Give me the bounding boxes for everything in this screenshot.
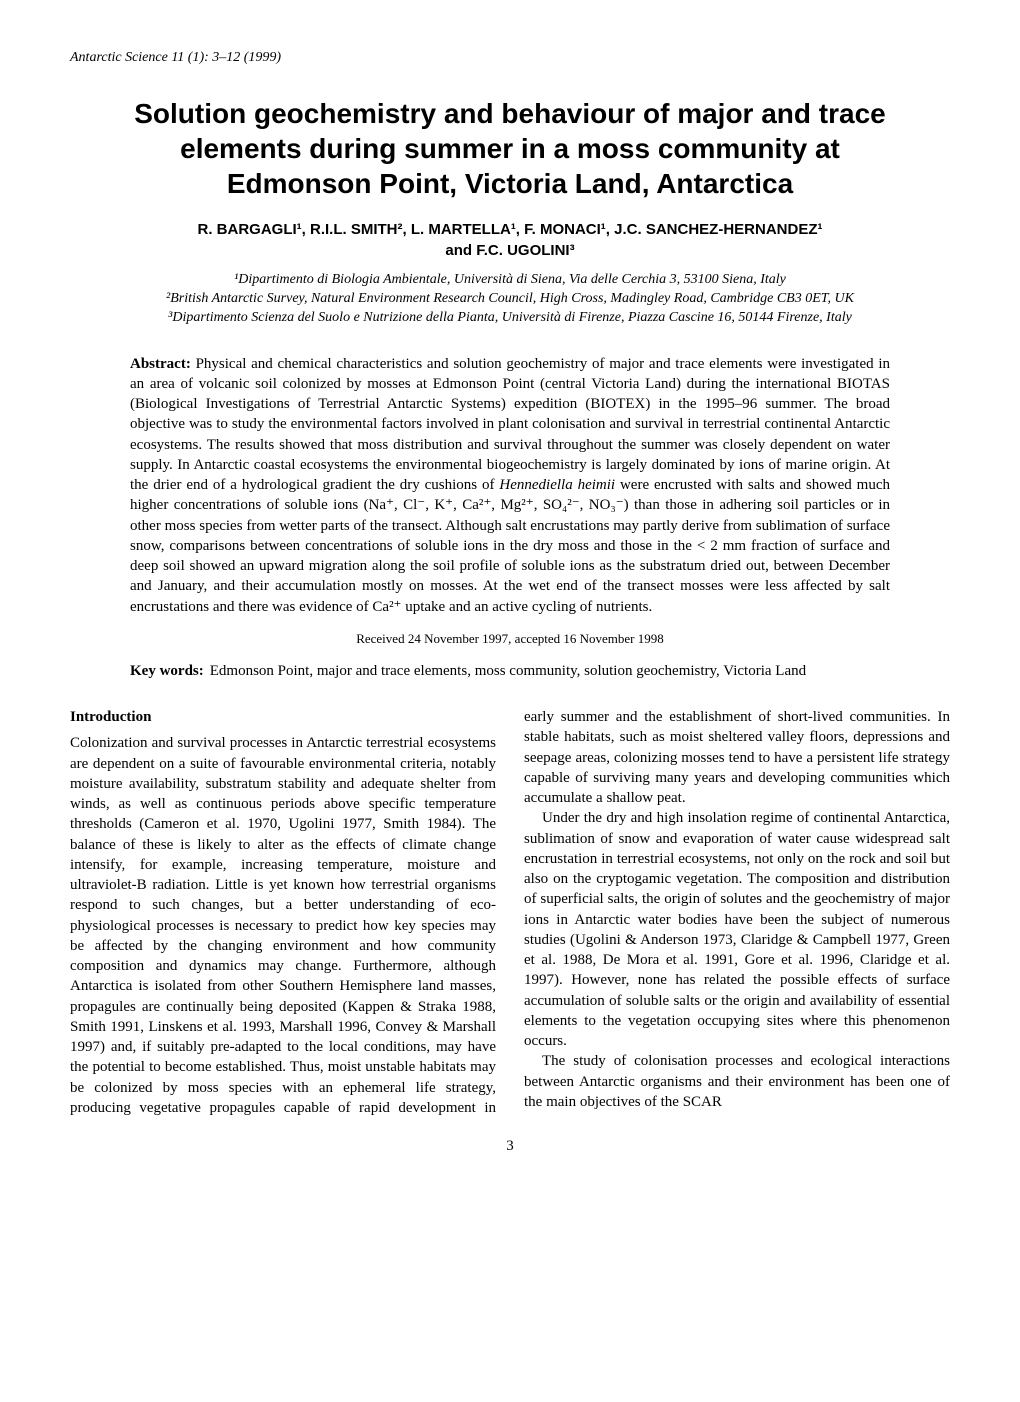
introduction-heading: Introduction <box>70 707 496 727</box>
keywords-text: Edmonson Point, major and trace elements… <box>210 661 806 681</box>
running-head: Antarctic Science 11 (1): 3–12 (1999) <box>70 50 950 66</box>
affiliation-2: ²British Antarctic Survey, Natural Envir… <box>100 290 920 309</box>
keywords: Key words: Edmonson Point, major and tra… <box>130 661 890 681</box>
authors: R. BARGAGLI¹, R.I.L. SMITH², L. MARTELLA… <box>130 219 890 261</box>
article-title: Solution geochemistry and behaviour of m… <box>110 96 910 201</box>
authors-line-2: and F.C. UGOLINI³ <box>445 242 574 259</box>
page-number: 3 <box>70 1138 950 1155</box>
abstract: Abstract: Physical and chemical characte… <box>130 354 890 617</box>
received-dates: Received 24 November 1997, accepted 16 N… <box>70 631 950 647</box>
abstract-label: Abstract: <box>130 356 191 372</box>
body-columns: Introduction Colonization and survival p… <box>70 707 950 1118</box>
abstract-body: Physical and chemical characteristics an… <box>130 356 890 615</box>
keywords-label: Key words: <box>130 661 204 681</box>
affiliation-1: ¹Dipartimento di Biologia Ambientale, Un… <box>100 271 920 290</box>
intro-paragraph-3: The study of colonisation processes and … <box>524 1051 950 1112</box>
affiliation-3: ³Dipartimento Scienza del Suolo e Nutriz… <box>100 309 920 328</box>
authors-line-1: R. BARGAGLI¹, R.I.L. SMITH², L. MARTELLA… <box>198 221 823 238</box>
affiliations: ¹Dipartimento di Biologia Ambientale, Un… <box>100 271 920 328</box>
intro-paragraph-2: Under the dry and high insolation regime… <box>524 808 950 1051</box>
